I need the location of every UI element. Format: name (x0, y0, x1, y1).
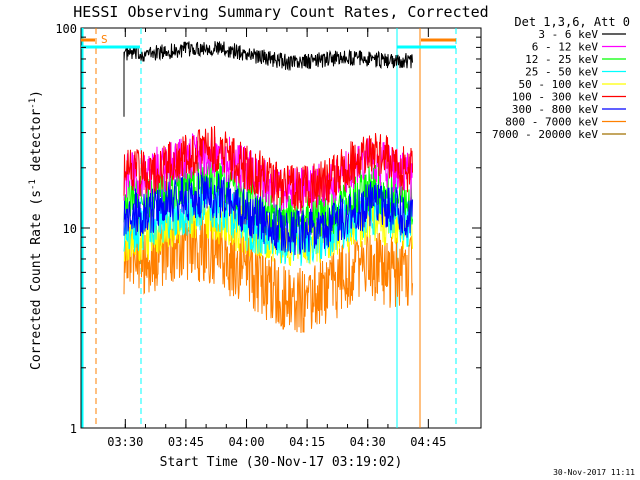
y-axis-ticks: 1 10 100 (55, 22, 481, 436)
legend-label: 50 - 100 keV (519, 78, 599, 91)
flag-label: S (101, 33, 108, 46)
y-tick-label: 10 (63, 222, 77, 236)
timestamp: 30-Nov-2017 11:11 (553, 468, 635, 477)
legend-label: 6 - 12 keV (532, 41, 599, 54)
series-layer (123, 41, 413, 333)
flag-bars (81, 38, 456, 49)
legend-label: 12 - 25 keV (525, 53, 598, 66)
legend-label: 25 - 50 keV (525, 66, 598, 79)
y-axis-label-sup2: -1 (28, 98, 38, 109)
x-tick-label: 03:45 (168, 435, 204, 449)
series-line-7 (123, 212, 413, 333)
y-tick-label: 100 (55, 22, 77, 36)
x-tick-label: 03:30 (107, 435, 143, 449)
series-line-6 (123, 171, 413, 256)
legend-label: 7000 - 20000 keV (492, 128, 598, 141)
x-tick-label: 04:00 (228, 435, 264, 449)
y-axis-label-mid: detector (29, 109, 44, 180)
x-axis-label: Start Time (30-Nov-17 03:19:02) (160, 455, 403, 470)
x-tick-label: 04:30 (350, 435, 386, 449)
x-axis-ticks: 03:30 03:45 04:00 04:15 04:30 04:45 (107, 28, 446, 449)
legend-label: 800 - 7000 keV (505, 116, 598, 129)
chart-title: HESSI Observing Summary Count Rates, Cor… (73, 3, 488, 21)
y-axis-label: Corrected Count Rate (s-1 detector-1) (28, 90, 44, 370)
series-line-5 (123, 125, 413, 211)
y-axis-label-end: ) (29, 90, 44, 98)
y-axis-label-main: Corrected Count Rate (s (29, 190, 44, 370)
y-tick-label: 1 (70, 422, 77, 436)
legend-label: 100 - 300 keV (512, 91, 598, 104)
legend-label: 3 - 6 keV (538, 28, 598, 41)
x-tick-label: 04:15 (289, 435, 325, 449)
series-line-0 (123, 41, 413, 71)
x-tick-label: 04:45 (410, 435, 446, 449)
series-line-2 (123, 150, 413, 242)
legend-label: 300 - 800 keV (512, 103, 598, 116)
legend-title: Det 1,3,6, Att 0 (514, 15, 630, 29)
y-axis-label-sup1: -1 (28, 179, 38, 190)
